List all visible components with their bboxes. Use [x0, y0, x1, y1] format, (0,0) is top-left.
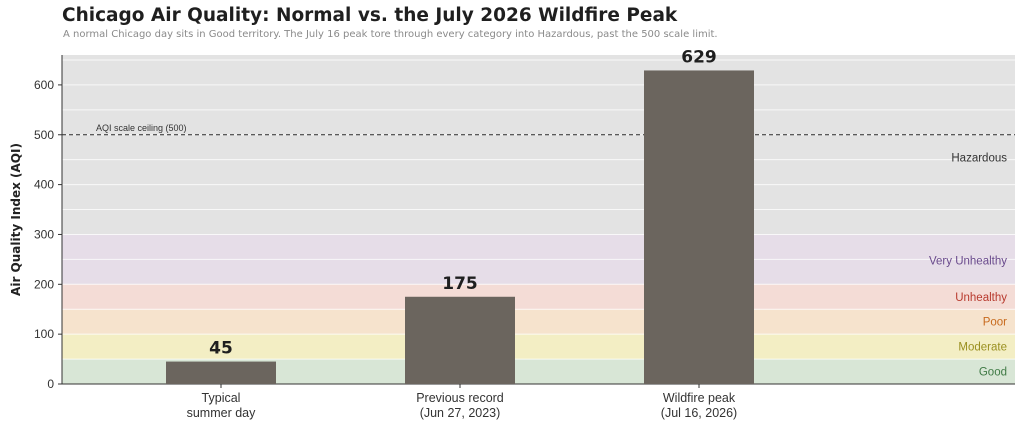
x-tick-label: (Jun 27, 2023) — [420, 406, 501, 420]
aqi-band-poor — [62, 309, 1015, 335]
chart-subtitle: A normal Chicago day sits in Good territ… — [63, 29, 718, 40]
y-tick-label: 100 — [34, 327, 54, 341]
bar — [405, 296, 515, 384]
bar-value-label: 629 — [681, 47, 717, 67]
bar — [166, 361, 276, 384]
aqi-band-moderate — [62, 334, 1015, 360]
band-label-good: Good — [979, 367, 1007, 379]
y-tick-label: 400 — [34, 178, 54, 192]
x-tick-label: Previous record — [416, 391, 504, 405]
chart-title: Chicago Air Quality: Normal vs. the July… — [62, 5, 678, 26]
x-tick-label: Typical — [202, 391, 241, 405]
band-label-very-unhealthy: Very Unhealthy — [929, 255, 1007, 267]
y-axis-label: Air Quality Index (AQI) — [9, 143, 23, 296]
bar-value-label: 45 — [209, 339, 233, 359]
x-tick-label: Wildfire peak — [663, 391, 736, 405]
y-tick-label: 300 — [34, 227, 54, 241]
aqi-band-unhealthy — [62, 284, 1015, 310]
y-tick-label: 0 — [47, 377, 54, 391]
band-label-hazardous: Hazardous — [951, 153, 1007, 165]
reference-line-label: AQI scale ceiling (500) — [96, 123, 187, 133]
bar — [644, 70, 754, 384]
y-tick-label: 600 — [34, 78, 54, 92]
bar-value-label: 175 — [442, 274, 478, 294]
y-tick-label: 200 — [34, 277, 54, 291]
band-label-unhealthy: Unhealthy — [955, 292, 1007, 304]
y-tick-label: 500 — [34, 128, 54, 142]
x-tick-label: summer day — [187, 406, 257, 420]
band-label-poor: Poor — [983, 317, 1007, 329]
x-tick-label: (Jul 16, 2026) — [661, 406, 737, 420]
aqi-band-hazardous — [62, 55, 1015, 235]
band-label-moderate: Moderate — [958, 342, 1007, 354]
